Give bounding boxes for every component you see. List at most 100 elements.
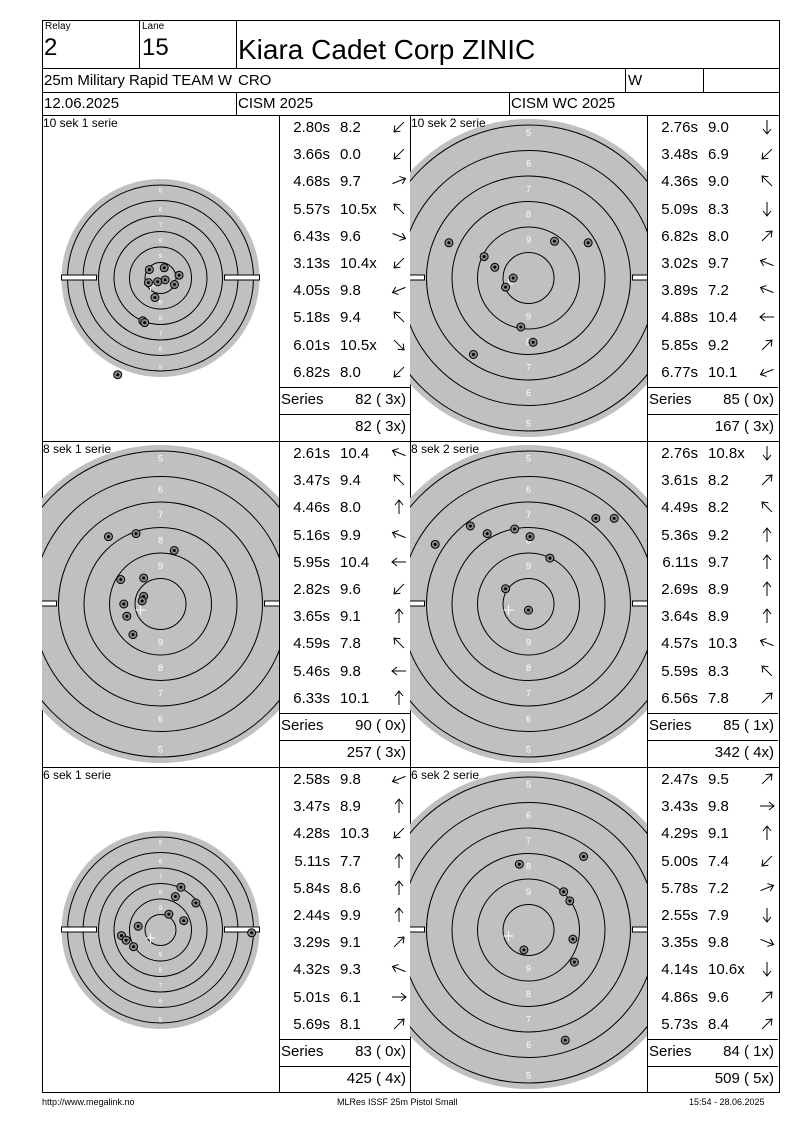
series-label: Series	[649, 717, 692, 734]
shot-row: 6.11s 9.7	[648, 549, 775, 576]
match-name: CISM WC 2025	[511, 95, 616, 112]
target-side-bar	[61, 926, 97, 933]
shot-hole-center	[136, 924, 140, 928]
shot-row: 5.73s 8.4	[648, 1011, 775, 1038]
target-ring	[502, 578, 555, 630]
shot-time: 6.77s	[661, 363, 698, 381]
shot-hole-center	[106, 535, 110, 539]
ring-number: 9	[526, 963, 531, 973]
shot-row: 5.95s 10.4	[280, 549, 407, 576]
ring-number: 9	[526, 235, 531, 245]
shot-hole-center	[146, 281, 150, 285]
direction-arrow-icon	[394, 798, 404, 814]
footer-url[interactable]: http://www.megalink.no	[42, 1097, 135, 1107]
shot-score: 10.4	[340, 445, 370, 462]
shot-time: 4.59s	[293, 635, 330, 653]
ring-number: 8	[159, 238, 163, 244]
ring-number: 6	[159, 999, 163, 1005]
shot-score: 9.7	[708, 255, 729, 272]
direction-arrow-icon	[761, 773, 773, 785]
direction-arrow-icon	[393, 257, 405, 269]
direction-arrow-icon	[762, 553, 772, 569]
shot-hole-center	[177, 273, 181, 277]
shot-time: 3.02s	[661, 255, 698, 272]
shot-hole-center	[586, 241, 590, 245]
shot-score: 8.3	[708, 662, 729, 680]
direction-arrow-icon	[393, 828, 405, 839]
shot-row: 3.89s 7.2	[648, 277, 775, 304]
direction-arrow-icon	[760, 938, 775, 948]
shot-score: 9.1	[708, 825, 729, 843]
target-plot: 9 9 8 8 7 7 6 6 5 5	[410, 771, 647, 1089]
shot-time: 4.86s	[661, 988, 698, 1006]
direction-arrow-icon	[759, 285, 774, 294]
target-ring	[42, 476, 279, 732]
shot-time: 5.85s	[661, 336, 698, 354]
direction-arrow-icon	[394, 907, 404, 922]
shot-hole-center	[125, 614, 129, 618]
shot-row: 3.64s 8.9	[648, 603, 775, 630]
ring-number: 5	[159, 1017, 163, 1023]
direction-arrow-icon	[761, 175, 773, 187]
shot-score: 8.9	[340, 798, 361, 816]
ring-number: 6	[526, 158, 531, 168]
shot-score: 9.8	[340, 662, 361, 680]
shot-score: 9.8	[708, 934, 729, 952]
shot-row: 2.69s 8.9	[648, 576, 775, 603]
direction-arrow-icon	[762, 201, 772, 217]
direction-arrow-icon	[391, 775, 406, 784]
shot-row: 4.05s 9.8	[280, 277, 407, 304]
shot-row: 6.43s 9.6	[280, 223, 407, 250]
target-ring	[83, 527, 238, 681]
shot-score: 7.2	[708, 282, 729, 300]
shot-score: 8.9	[708, 608, 729, 626]
shot-hole-center	[504, 285, 508, 289]
shot-row: 5.36s 9.2	[648, 522, 775, 549]
shot-row: 4.59s 7.8	[280, 630, 407, 657]
shot-score: 8.1	[340, 1015, 361, 1033]
target-ring	[410, 450, 647, 758]
shot-score: 9.3	[340, 961, 361, 979]
series-score: 85 ( 0x)	[723, 391, 774, 408]
shot-time: 5.00s	[661, 852, 698, 870]
shot-row: 2.61s 10.4	[280, 440, 407, 467]
shot-time: 4.36s	[661, 173, 698, 191]
direction-arrow-icon	[393, 339, 405, 351]
shot-hole-center	[124, 938, 128, 942]
ring-number: 7	[159, 331, 163, 337]
direction-arrow-icon	[761, 1018, 773, 1030]
shot-hole-center	[447, 241, 451, 245]
target-ring	[426, 827, 631, 1033]
shot-time: 5.01s	[293, 988, 330, 1006]
ring-number: 5	[526, 128, 531, 138]
shot-score: 9.6	[340, 227, 361, 245]
shot-time: 6.56s	[661, 689, 698, 707]
ring-number: 9	[158, 561, 163, 571]
target-ring	[410, 476, 647, 732]
shot-time: 4.46s	[293, 499, 330, 517]
footer-timestamp: 15:54 - 28.06.2025	[689, 1097, 765, 1107]
ring-number: 9	[159, 300, 163, 306]
shot-score: 9.2	[708, 526, 729, 544]
direction-arrow-icon	[393, 1018, 405, 1030]
shot-row: 3.29s 9.1	[280, 929, 407, 956]
shot-hole-center	[172, 548, 176, 552]
shot-time: 6.11s	[662, 553, 698, 571]
target-ring	[98, 867, 223, 993]
shot-score: 10.8x	[708, 445, 745, 462]
shot-score: 7.2	[708, 879, 729, 897]
series-title: 10 sek 1 serie	[43, 116, 118, 130]
target-ring	[113, 231, 208, 325]
shot-score: 7.8	[708, 689, 729, 707]
shot-time: 5.59s	[661, 662, 698, 680]
shot-row: 3.47s 9.4	[280, 467, 407, 494]
shot-score: 9.9	[340, 907, 361, 924]
shot-hole-center	[563, 1038, 567, 1042]
shot-hole-center	[194, 901, 198, 905]
shot-row: 3.47s 8.9	[280, 793, 407, 820]
shot-score: 9.8	[340, 771, 361, 788]
shot-row: 2.80s 8.2	[280, 114, 407, 141]
target-plot: 9 9 8 8 7 7 6 6 5 5	[410, 119, 647, 437]
ring-number: 9	[159, 254, 163, 260]
shot-score: 8.2	[340, 119, 361, 136]
